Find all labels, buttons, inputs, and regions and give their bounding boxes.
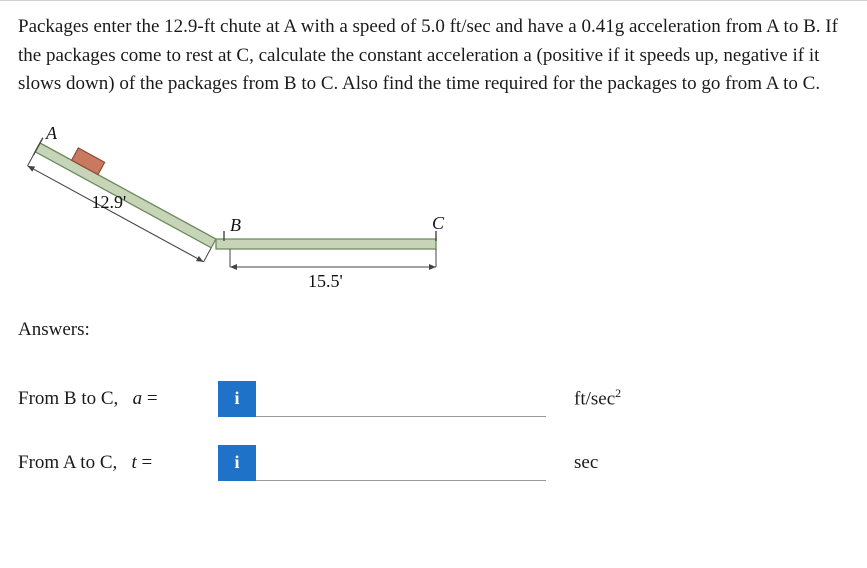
answer-a-unit: ft/sec2 [574, 386, 621, 410]
problem-statement: Packages enter the 12.9-ft chute at A wi… [18, 13, 849, 99]
label-c: C [432, 213, 445, 233]
chute-diagram: A B C 12.9' 15.5' [18, 125, 458, 295]
answer-t-input[interactable] [256, 445, 546, 481]
label-a: A [45, 125, 58, 143]
chute-horizontal [216, 239, 436, 249]
info-icon[interactable]: i [218, 381, 256, 417]
answer-row-a: From B to C, a = i ft/sec2 [18, 381, 849, 417]
dimension-ab-value: 12.9' [92, 191, 127, 211]
answers-heading: Answers: [18, 319, 849, 341]
label-b: B [230, 215, 241, 235]
answer-row-t: From A to C, t = i sec [18, 445, 849, 481]
answer-a-label: From B to C, a = [18, 388, 218, 410]
answer-a-input[interactable] [256, 381, 546, 417]
answer-t-unit: sec [574, 452, 598, 474]
dimension-bc-value: 15.5' [308, 271, 343, 291]
answer-t-label: From A to C, t = [18, 452, 218, 474]
info-icon[interactable]: i [218, 445, 256, 481]
dimension-bc [230, 249, 436, 270]
